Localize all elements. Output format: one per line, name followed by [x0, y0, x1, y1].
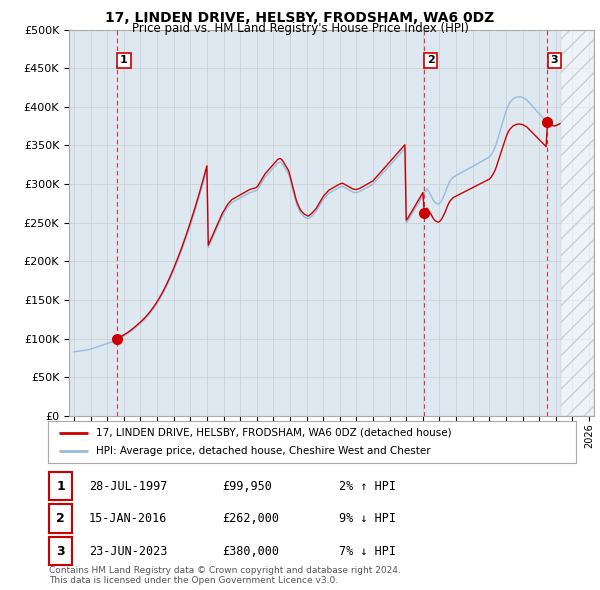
Text: 2: 2 [427, 55, 434, 65]
Text: Price paid vs. HM Land Registry's House Price Index (HPI): Price paid vs. HM Land Registry's House … [131, 22, 469, 35]
Text: 23-JUN-2023: 23-JUN-2023 [89, 545, 167, 558]
Text: 3: 3 [550, 55, 558, 65]
Text: 2% ↑ HPI: 2% ↑ HPI [339, 480, 396, 493]
Text: 3: 3 [56, 545, 65, 558]
Text: 15-JAN-2016: 15-JAN-2016 [89, 512, 167, 525]
Text: 2: 2 [56, 512, 65, 525]
Text: 9% ↓ HPI: 9% ↓ HPI [339, 512, 396, 525]
Text: HPI: Average price, detached house, Cheshire West and Chester: HPI: Average price, detached house, Ches… [95, 446, 430, 456]
Text: Contains HM Land Registry data © Crown copyright and database right 2024.
This d: Contains HM Land Registry data © Crown c… [49, 566, 401, 585]
Text: £262,000: £262,000 [222, 512, 279, 525]
Text: 1: 1 [56, 480, 65, 493]
Text: £99,950: £99,950 [222, 480, 272, 493]
Text: 7% ↓ HPI: 7% ↓ HPI [339, 545, 396, 558]
Text: 17, LINDEN DRIVE, HELSBY, FRODSHAM, WA6 0DZ: 17, LINDEN DRIVE, HELSBY, FRODSHAM, WA6 … [106, 11, 494, 25]
Text: £380,000: £380,000 [222, 545, 279, 558]
Text: 1: 1 [120, 55, 128, 65]
Text: 28-JUL-1997: 28-JUL-1997 [89, 480, 167, 493]
Text: 17, LINDEN DRIVE, HELSBY, FRODSHAM, WA6 0DZ (detached house): 17, LINDEN DRIVE, HELSBY, FRODSHAM, WA6 … [95, 428, 451, 438]
Bar [561, 30, 594, 416]
